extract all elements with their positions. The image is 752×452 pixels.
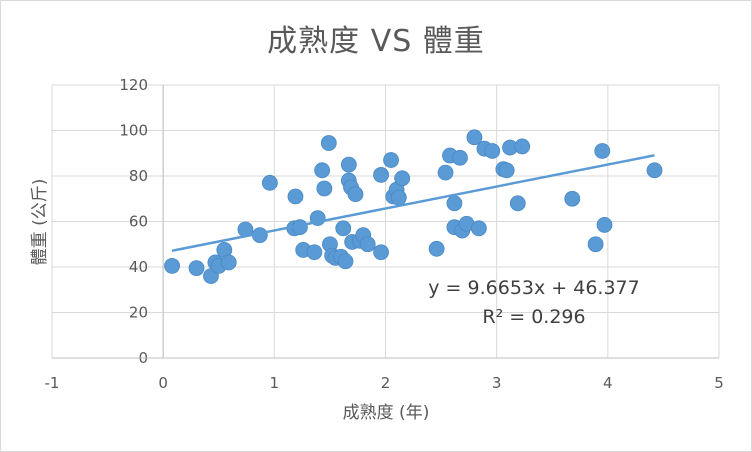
data-point — [373, 166, 389, 183]
y-tick-label-20: 20 — [129, 304, 148, 322]
x-tick-label-3: 3 — [492, 374, 502, 392]
data-point — [484, 143, 501, 159]
data-point — [466, 129, 483, 146]
data-point — [316, 180, 333, 197]
y-tick-label-120: 120 — [119, 76, 148, 94]
data-point — [452, 149, 468, 166]
data-point — [564, 190, 581, 207]
data-point — [220, 254, 237, 271]
data-point — [337, 253, 354, 270]
data-point — [320, 135, 337, 151]
data-point — [509, 195, 526, 212]
data-point — [446, 195, 463, 212]
data-point — [164, 257, 180, 274]
data-point — [314, 162, 331, 179]
data-point — [437, 164, 454, 181]
data-point — [596, 217, 613, 233]
data-point — [373, 244, 389, 261]
data-point — [340, 156, 357, 173]
x-tick-label-0: 0 — [158, 374, 168, 392]
data-point — [394, 170, 411, 187]
data-point — [514, 138, 531, 155]
x-axis-ticks: -1 0 1 2 3 4 5 — [45, 374, 724, 392]
y-tick-label-60: 60 — [129, 213, 148, 231]
data-point — [306, 244, 323, 261]
y-axis-label: 體重 (公斤) — [30, 179, 50, 266]
data-points — [164, 129, 663, 285]
data-point — [587, 236, 604, 253]
data-point — [428, 240, 445, 257]
trendline-equation: y = 9.6653x + 46.377 — [428, 277, 639, 299]
data-point — [335, 220, 352, 237]
x-tick-label--1: -1 — [45, 374, 60, 392]
y-tick-label-100: 100 — [119, 122, 148, 140]
data-point — [594, 143, 611, 159]
gridlines — [51, 84, 720, 359]
data-point — [287, 188, 304, 205]
x-tick-label-2: 2 — [381, 374, 391, 392]
chart-title: 成熟度 VS 體重 — [267, 24, 485, 59]
x-axis-label: 成熟度 (年) — [343, 402, 430, 423]
x-tick-label-1: 1 — [270, 374, 280, 392]
x-tick-label-5: 5 — [714, 374, 724, 392]
data-point — [383, 152, 399, 168]
trendline-r-squared: R² = 0.296 — [482, 306, 585, 328]
x-tick-label-4: 4 — [603, 374, 613, 392]
data-point — [359, 236, 376, 253]
data-point — [470, 220, 487, 237]
data-point — [261, 174, 278, 191]
data-point — [188, 260, 205, 277]
y-tick-label-40: 40 — [129, 258, 148, 276]
trendline — [171, 154, 655, 252]
data-point — [390, 189, 407, 206]
data-point — [646, 162, 663, 179]
data-point — [347, 186, 364, 203]
y-tick-label-80: 80 — [129, 167, 148, 185]
data-point — [498, 162, 515, 179]
